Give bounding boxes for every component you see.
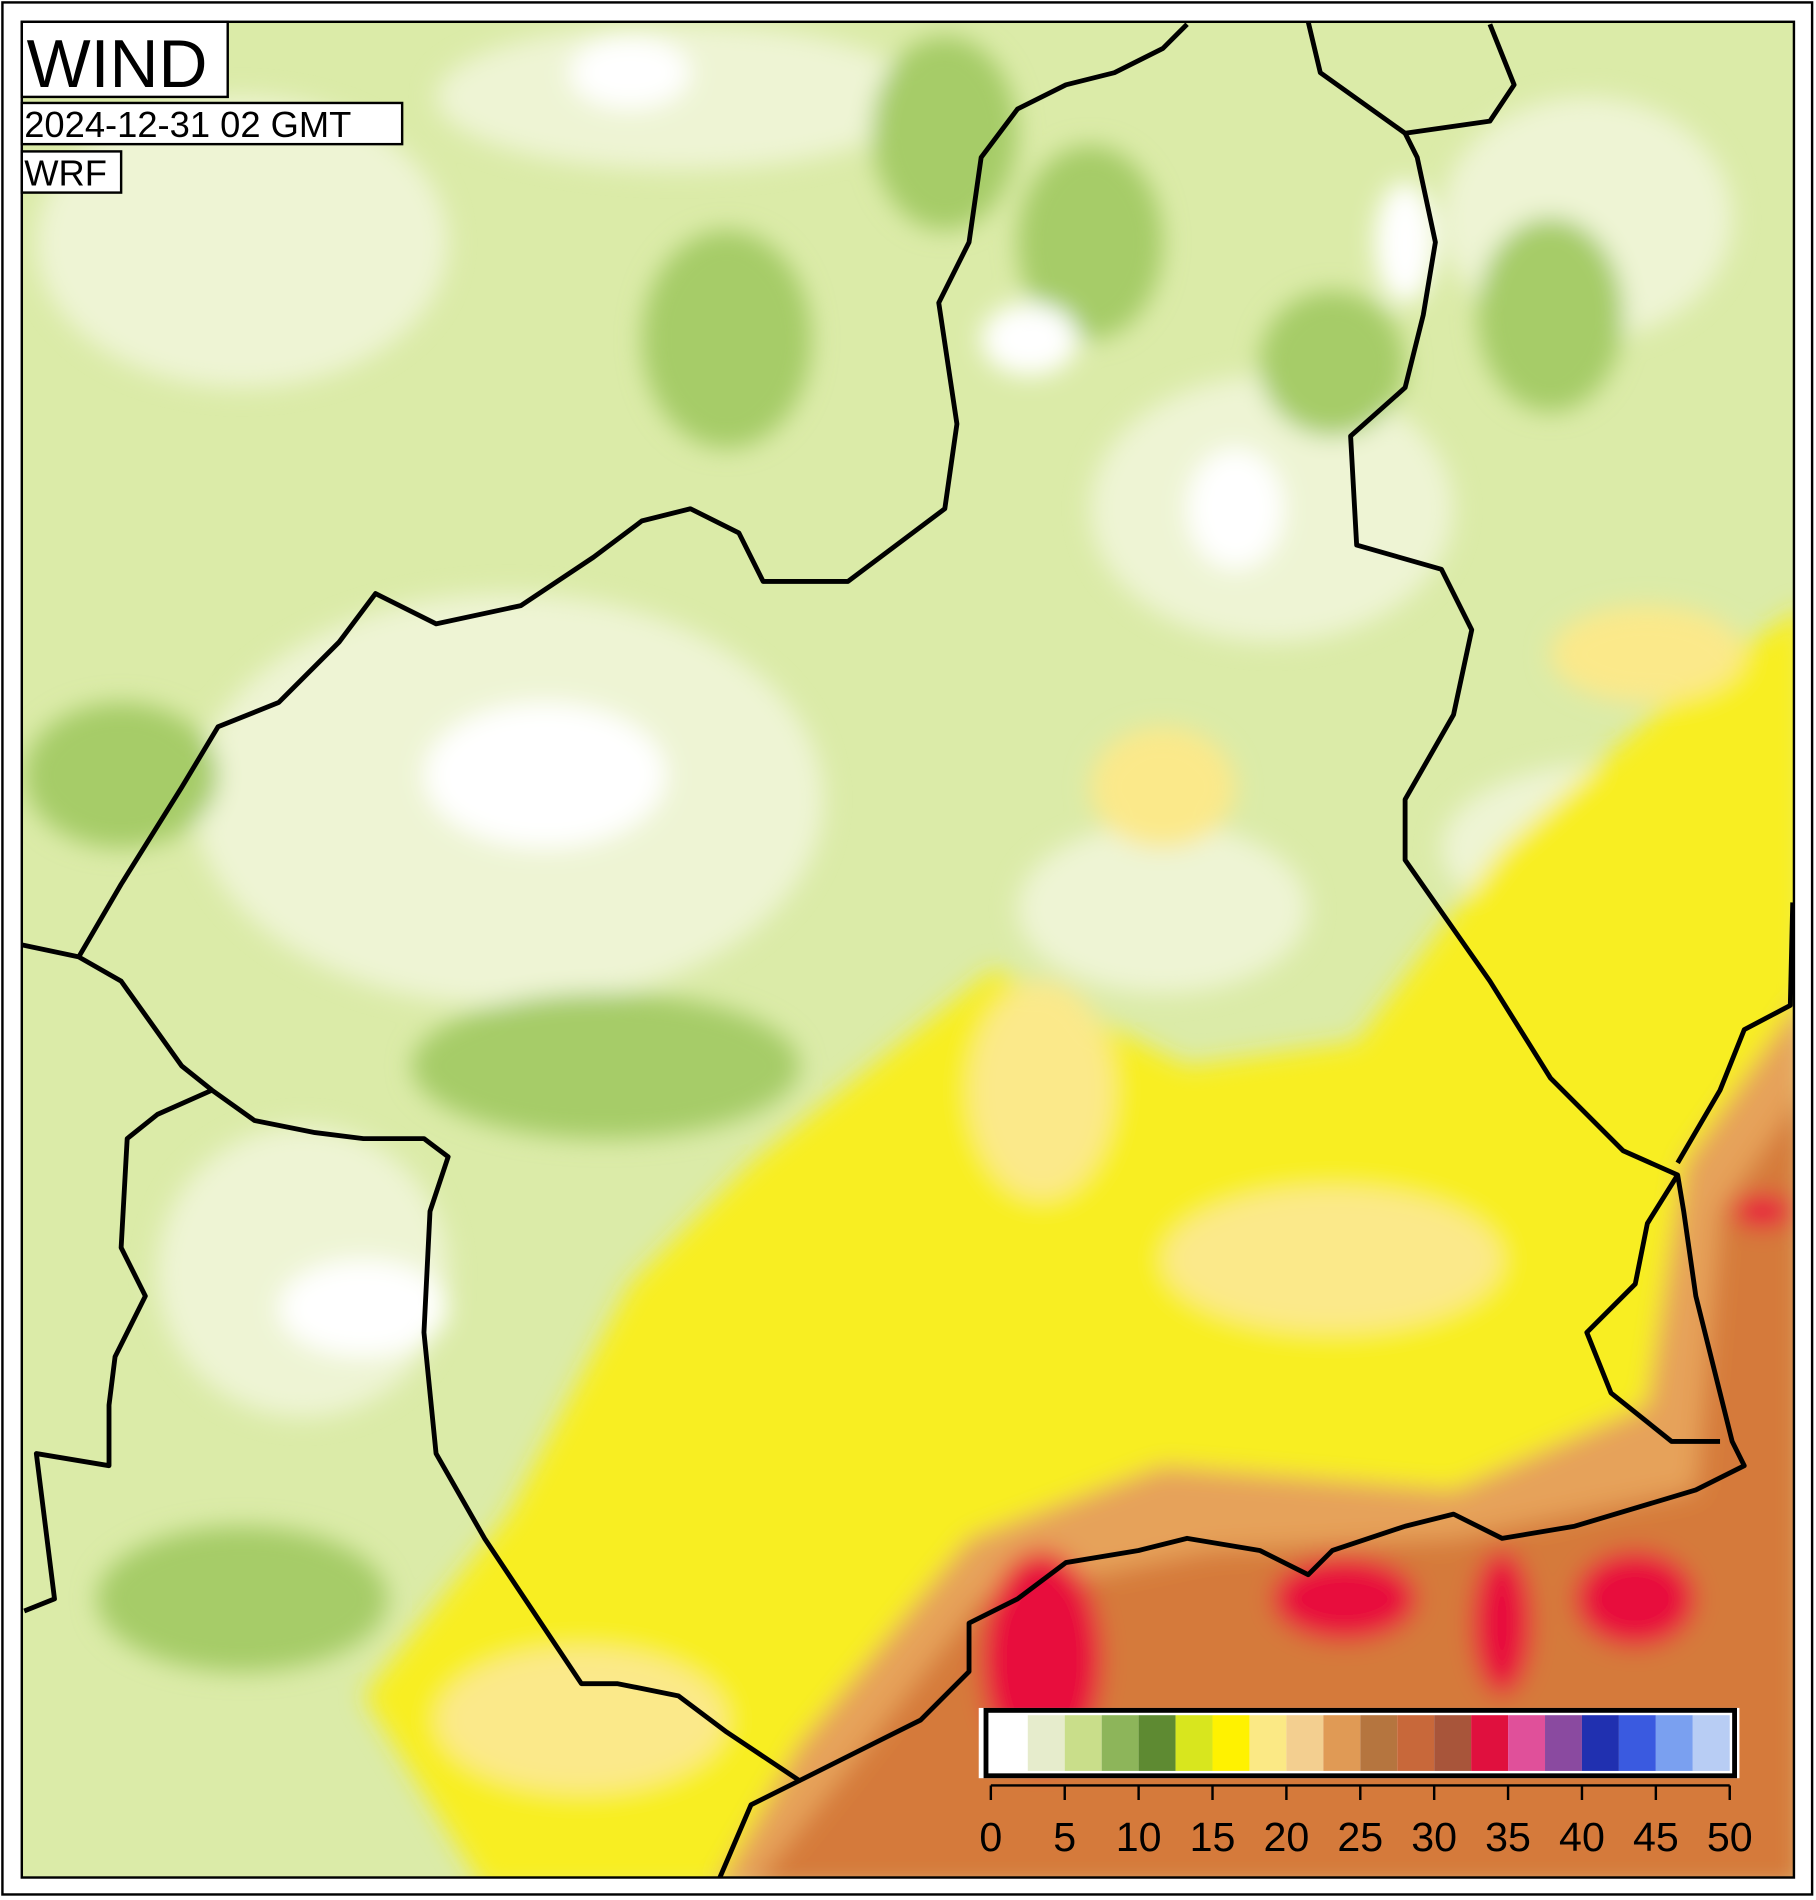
colorbar-swatch bbox=[1212, 1715, 1250, 1771]
colorbar-tick-label: 30 bbox=[1411, 1814, 1457, 1860]
model: WRF bbox=[24, 152, 107, 193]
colorbar-swatch bbox=[1138, 1715, 1176, 1771]
colorbar-tick-label: 15 bbox=[1190, 1814, 1236, 1860]
colorbar-swatch bbox=[1027, 1715, 1065, 1771]
colorbar-swatch bbox=[1655, 1715, 1693, 1771]
wind-field bbox=[21, 21, 1794, 1878]
colorbar-tick-label: 40 bbox=[1559, 1814, 1605, 1860]
map-frame bbox=[20, 20, 1796, 1879]
colorbar-swatch bbox=[1175, 1715, 1213, 1771]
colorbar-swatch bbox=[1323, 1715, 1361, 1771]
colorbar-tick-label: 45 bbox=[1633, 1814, 1679, 1860]
field-shapes bbox=[24, 24, 1794, 1878]
colorbar-tick-label: 10 bbox=[1116, 1814, 1162, 1860]
colorbar-swatch bbox=[1471, 1715, 1509, 1771]
colorbar-frame bbox=[983, 1707, 1738, 1779]
colorbar-swatch bbox=[1692, 1715, 1730, 1771]
model-box bbox=[20, 150, 123, 194]
colorbar-swatch bbox=[1397, 1715, 1435, 1771]
colorbar-swatch bbox=[1508, 1715, 1546, 1771]
colorbar: 0 5 10 15 20 25 30 35 40 45 50 bbox=[978, 1707, 1753, 1860]
colorbar-swatch bbox=[1360, 1715, 1398, 1771]
colorbar-tick-label: 25 bbox=[1337, 1814, 1383, 1860]
header: WIND 2024-12-31 02 GMT WRF bbox=[20, 20, 404, 194]
colorbar-swatch bbox=[1064, 1715, 1102, 1771]
title-box bbox=[20, 20, 229, 99]
borders bbox=[21, 21, 1794, 1878]
colorbar-swatch bbox=[1249, 1715, 1287, 1771]
colorbar-tick-label: 0 bbox=[979, 1814, 1002, 1860]
colorbar-swatch bbox=[1618, 1715, 1656, 1771]
strong-areas bbox=[436, 605, 1745, 1793]
colorbar-swatch bbox=[1581, 1715, 1619, 1771]
colorbar-swatch bbox=[1101, 1715, 1139, 1771]
colorbar-tick-label: 20 bbox=[1264, 1814, 1310, 1860]
date-box bbox=[20, 101, 404, 146]
colorbar-swatch bbox=[990, 1715, 1028, 1771]
colorbar-swatch bbox=[1545, 1715, 1582, 1771]
colorbar-tick-label: 50 bbox=[1707, 1814, 1753, 1860]
colorbar-swatch bbox=[1286, 1715, 1324, 1771]
colorbar-tick-label: 35 bbox=[1485, 1814, 1531, 1860]
title: WIND bbox=[27, 27, 208, 102]
colorbar-tick-label: 5 bbox=[1053, 1814, 1076, 1860]
valid-time: 2024-12-31 02 GMT bbox=[24, 104, 351, 145]
colorbar-swatch bbox=[1434, 1715, 1472, 1771]
